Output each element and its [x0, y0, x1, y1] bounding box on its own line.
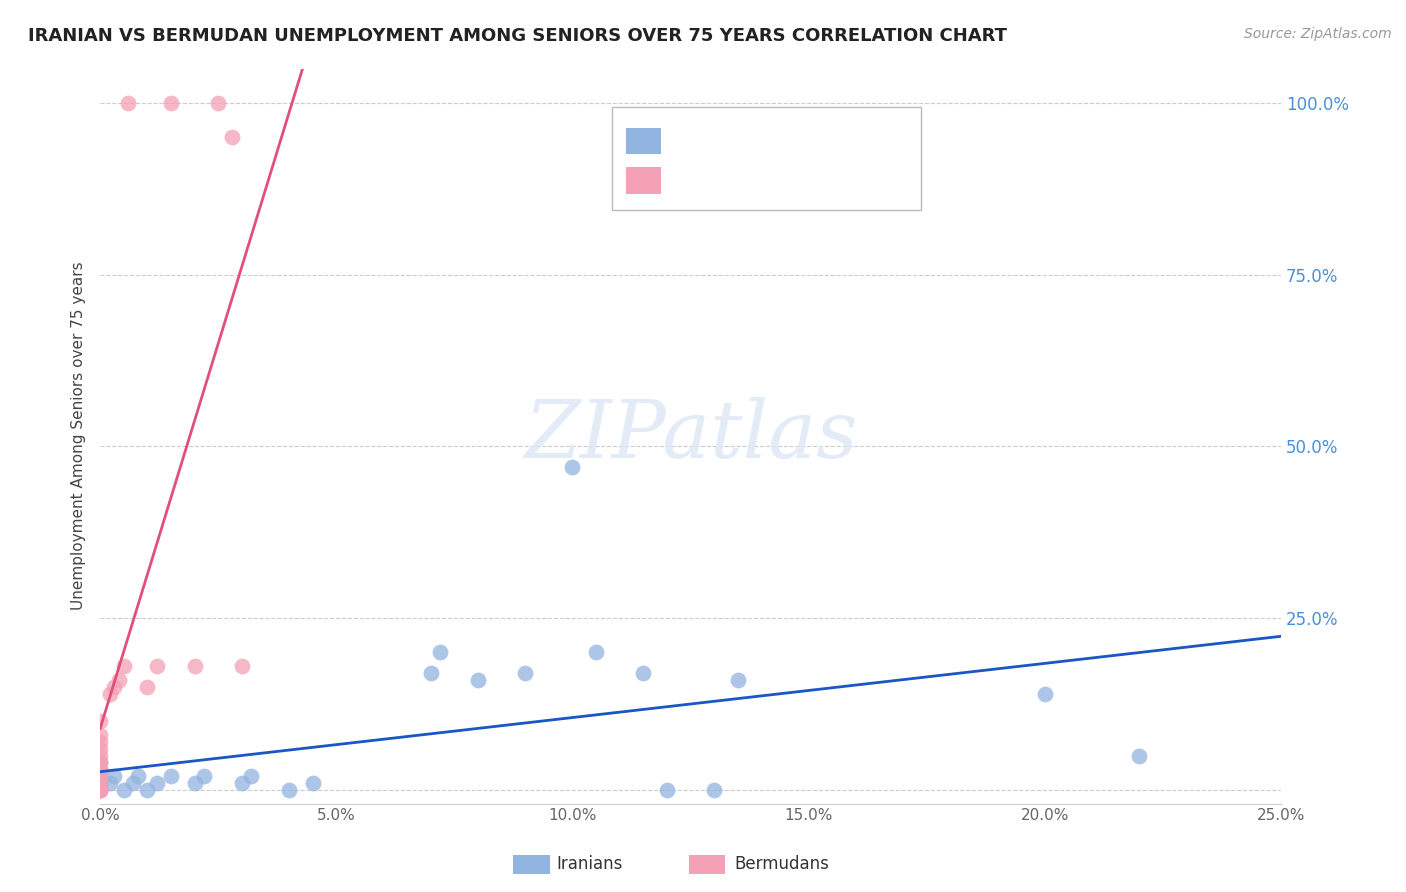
Text: IRANIAN VS BERMUDAN UNEMPLOYMENT AMONG SENIORS OVER 75 YEARS CORRELATION CHART: IRANIAN VS BERMUDAN UNEMPLOYMENT AMONG S… — [28, 27, 1007, 45]
Point — [278, 783, 301, 797]
Point — [103, 680, 125, 694]
Point — [103, 769, 125, 783]
Point — [89, 783, 111, 797]
Text: Bermudans: Bermudans — [734, 855, 828, 873]
Point — [89, 756, 111, 770]
Point — [89, 762, 111, 776]
Point — [515, 666, 537, 681]
Point — [160, 769, 183, 783]
Point — [112, 783, 135, 797]
Point — [89, 776, 111, 790]
Point — [89, 783, 111, 797]
Point — [207, 95, 229, 110]
Point — [89, 735, 111, 749]
Point — [89, 748, 111, 763]
Text: R = 0.740    N = 24: R = 0.740 N = 24 — [682, 171, 873, 189]
Point — [146, 776, 169, 790]
Point — [127, 769, 149, 783]
Point — [727, 673, 749, 687]
Point — [183, 776, 205, 790]
Point — [429, 645, 451, 659]
Point — [160, 95, 183, 110]
Text: Iranians: Iranians — [557, 855, 623, 873]
Point — [136, 680, 159, 694]
Point — [117, 95, 139, 110]
Point — [98, 776, 121, 790]
Y-axis label: Unemployment Among Seniors over 75 years: Unemployment Among Seniors over 75 years — [72, 261, 86, 610]
Point — [89, 769, 111, 783]
Point — [240, 769, 263, 783]
Text: ZIPatlas: ZIPatlas — [524, 397, 858, 475]
Point — [585, 645, 607, 659]
Point — [301, 776, 323, 790]
Point — [419, 666, 441, 681]
Point — [561, 460, 583, 475]
Text: R = -0.011    N = 31: R = -0.011 N = 31 — [682, 132, 880, 150]
Text: Source: ZipAtlas.com: Source: ZipAtlas.com — [1244, 27, 1392, 41]
Point — [221, 130, 243, 145]
Point — [89, 769, 111, 783]
Point — [655, 783, 678, 797]
Point — [1128, 748, 1150, 763]
Point — [89, 714, 111, 728]
Point — [89, 756, 111, 770]
Point — [703, 783, 725, 797]
Point — [1033, 687, 1056, 701]
Point — [89, 776, 111, 790]
Point — [98, 687, 121, 701]
Point — [146, 659, 169, 673]
Point — [112, 659, 135, 673]
Point — [193, 769, 215, 783]
Point — [89, 783, 111, 797]
Point — [108, 673, 131, 687]
Point — [136, 783, 159, 797]
Point — [122, 776, 145, 790]
Point — [467, 673, 489, 687]
Point — [89, 741, 111, 756]
Point — [633, 666, 655, 681]
Point — [89, 762, 111, 776]
Point — [231, 659, 253, 673]
Point — [89, 728, 111, 742]
Point — [231, 776, 253, 790]
Point — [89, 783, 111, 797]
Point — [183, 659, 205, 673]
